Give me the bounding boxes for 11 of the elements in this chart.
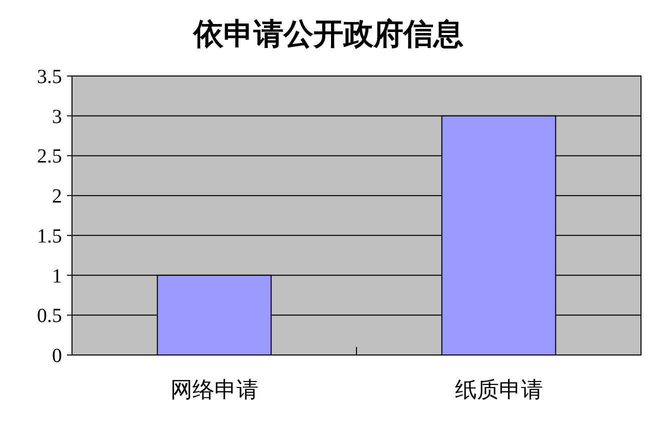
y-tick-label: 1 [52,265,62,288]
title: 依申请公开政府信息 [194,18,464,51]
y-tick-label: 2.5 [37,146,62,168]
y-tick-label: 0 [52,345,62,367]
y-tick-label: 2 [52,186,62,208]
x-tick-label: 纸质申请 [454,378,543,403]
y-tick-label: 3 [52,106,62,128]
y-tick-label: 0.5 [37,305,62,328]
x-tick-label: 网络申请 [170,378,258,403]
y-tick-label: 3.5 [37,66,62,88]
y-tick-label: 1.5 [37,225,62,248]
